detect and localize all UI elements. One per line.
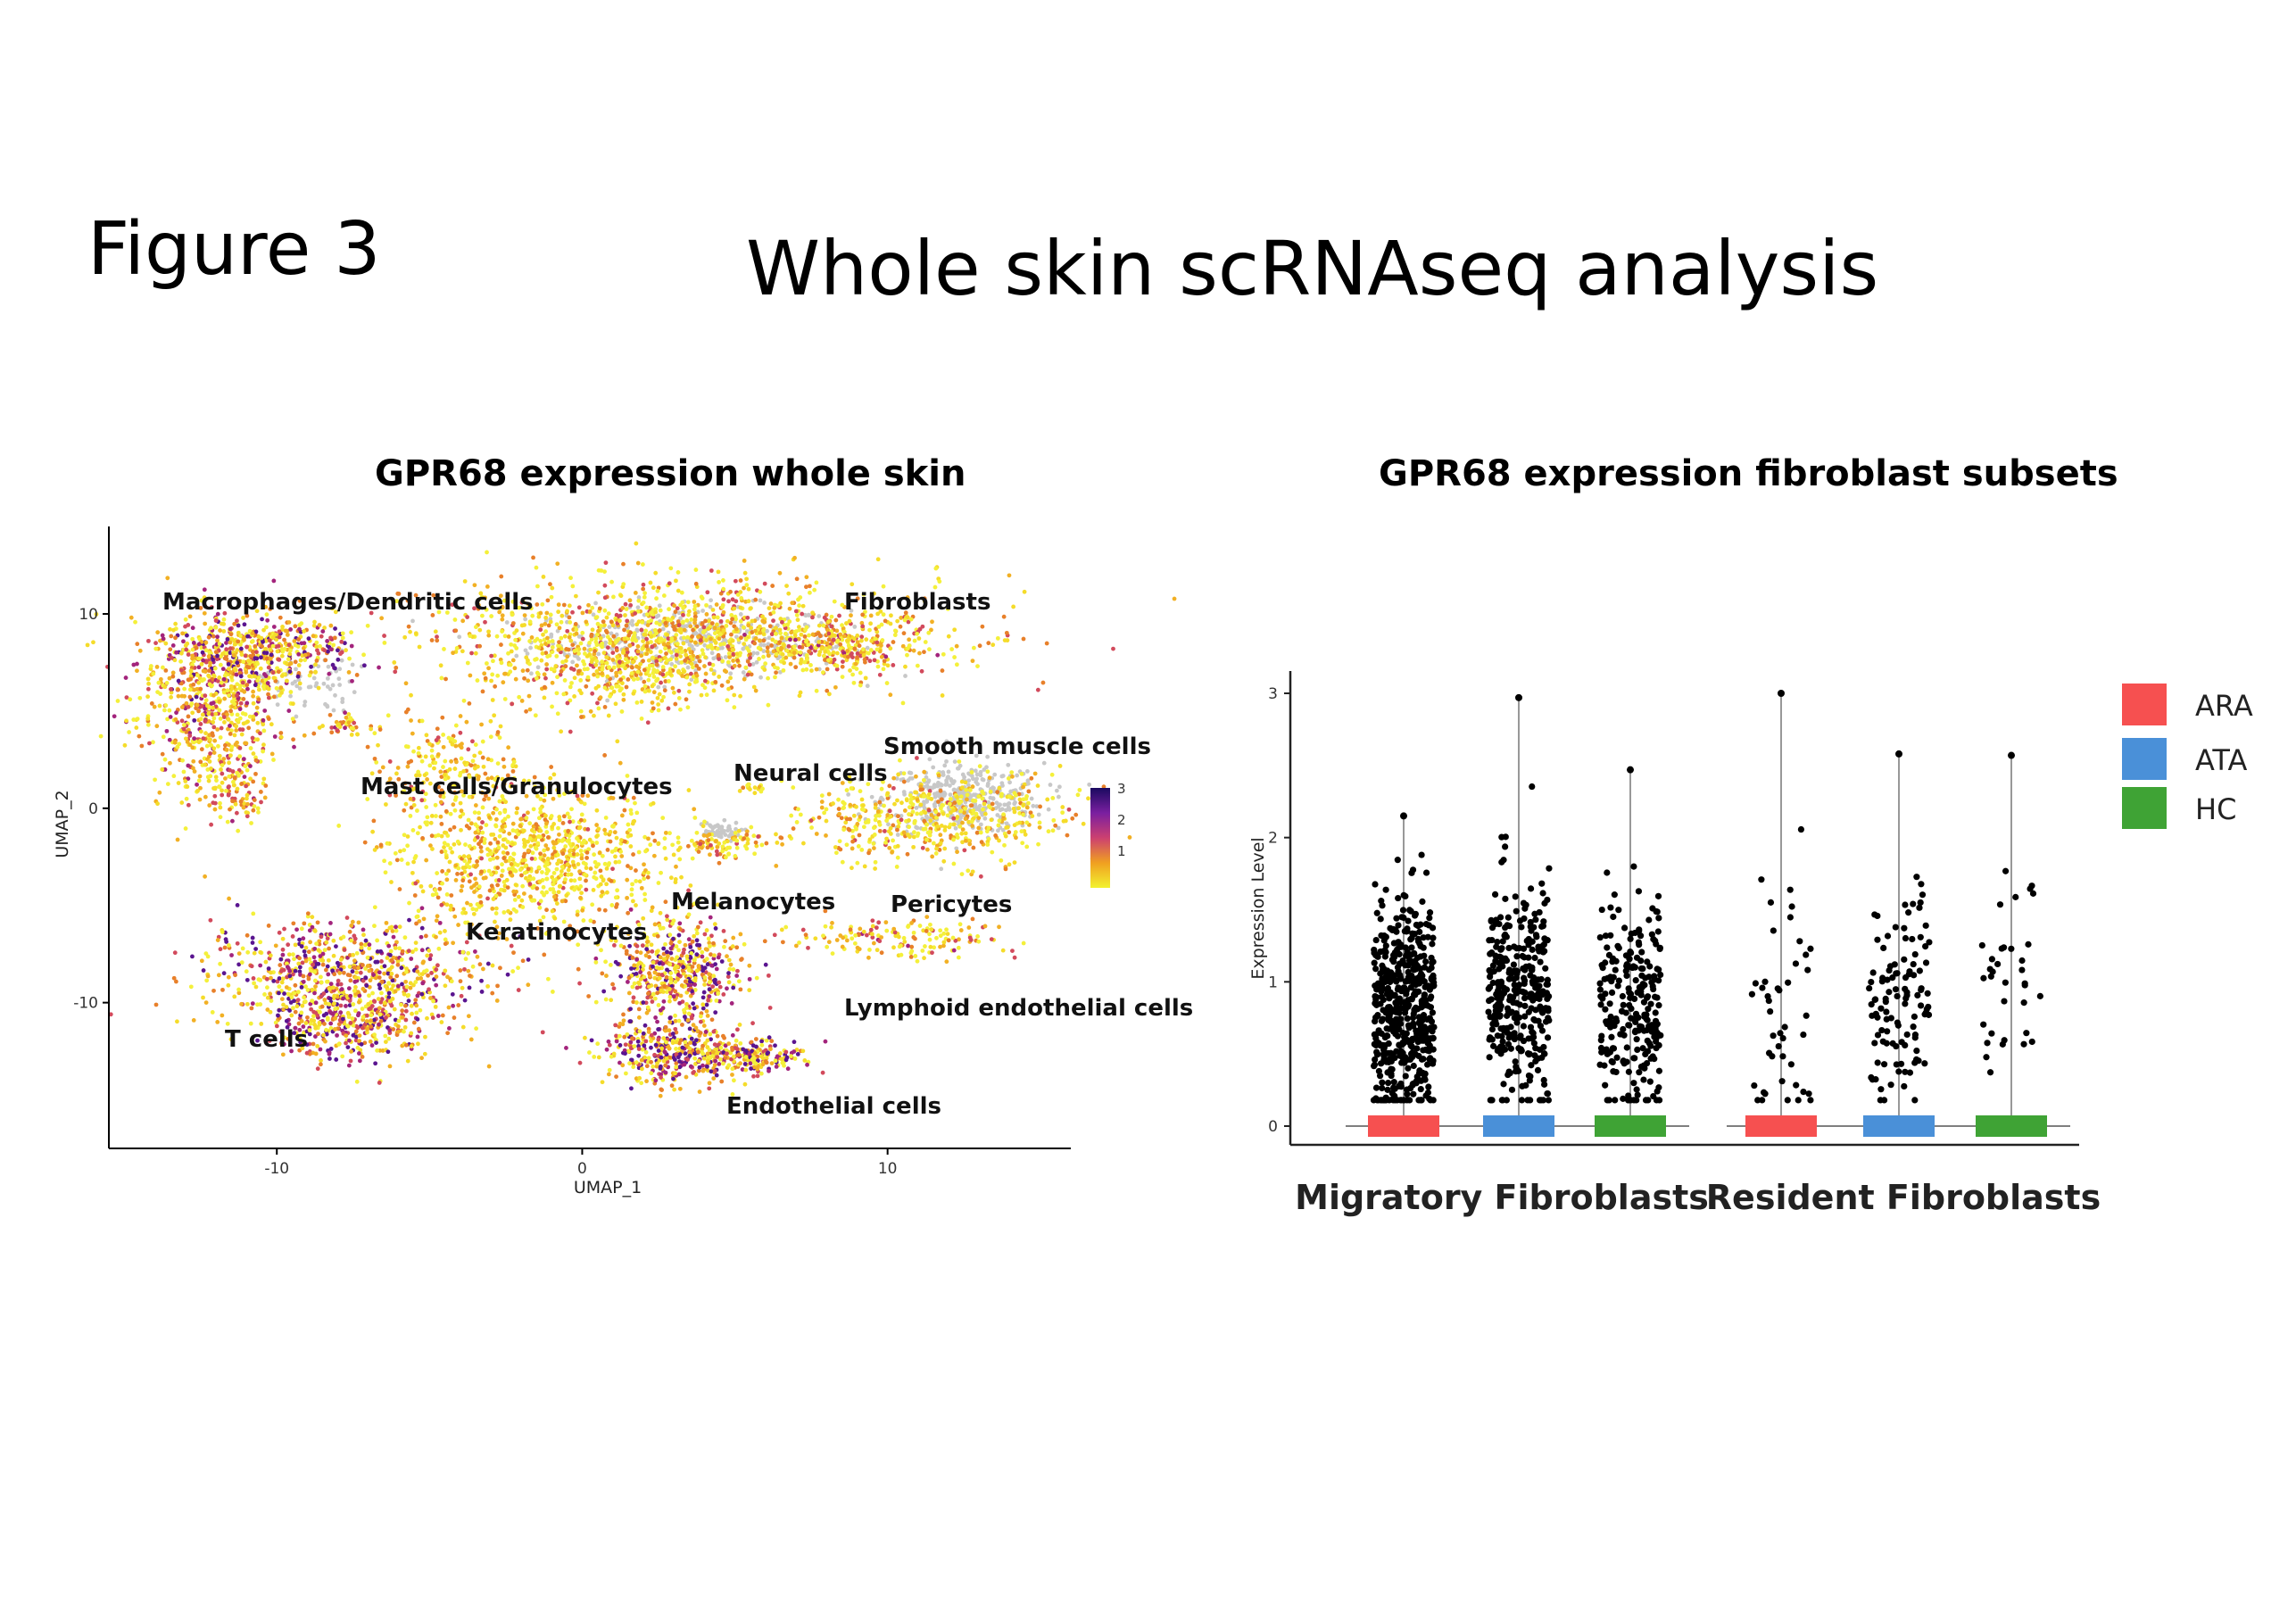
- umap-x-tick-label: 10: [878, 1160, 898, 1178]
- legend-label-ara: ARA: [2195, 689, 2253, 723]
- umap-y-tick-label: -10: [73, 995, 98, 1013]
- max-point: [1778, 690, 1785, 697]
- legend-label-ata: ATA: [2195, 743, 2247, 777]
- violin-panel-title: GPR68 expression fibroblast subsets: [1379, 453, 2118, 494]
- jitter-points-ata: [1866, 874, 1933, 1104]
- violin-plot: 0 1 2 3 Expression Level Migratory Fibroblast…: [1248, 671, 2253, 1217]
- max-point: [1400, 812, 1407, 820]
- umap-points: [85, 541, 1177, 1098]
- umap-plot: -10 0 10 10 0 -10 UMAP_1 UMAP_2 Macrophages/Dend…: [53, 526, 1193, 1197]
- colorbar: [1090, 788, 1110, 888]
- cluster-label: Melanocytes: [671, 889, 835, 916]
- jitter-points-ara: [1748, 825, 1814, 1104]
- max-point: [1895, 750, 1902, 758]
- jitter-points-ara: [1370, 851, 1438, 1104]
- cluster-label: Pericytes: [891, 891, 1012, 918]
- colorbar-tick-label: 3: [1117, 781, 1126, 797]
- max-point: [1515, 693, 1522, 701]
- box-ata: [1483, 1115, 1554, 1137]
- umap-y-tick-label: 0: [88, 800, 98, 818]
- max-point: [1627, 766, 1634, 774]
- box-ara: [1368, 1115, 1439, 1137]
- legend-label-hc: HC: [2195, 792, 2236, 826]
- box-hc: [1595, 1115, 1666, 1137]
- cluster-label: Macrophages/Dendritic cells: [162, 589, 534, 616]
- umap-x-tick-label: 0: [577, 1160, 587, 1178]
- cluster-label: Lymphoid endothelial cells: [844, 995, 1193, 1022]
- colorbar-tick-label: 1: [1117, 843, 1126, 859]
- violin-y-tick-label: 1: [1268, 974, 1278, 991]
- colorbar-tick-label: 2: [1117, 812, 1126, 828]
- box-ata: [1863, 1115, 1935, 1137]
- umap-y-axis-title: UMAP_2: [53, 790, 72, 858]
- violin-y-axis-title: Expression Level: [1248, 837, 1268, 979]
- umap-x-axis-title: UMAP_1: [574, 1178, 642, 1197]
- figure-label: Figure 3: [87, 207, 381, 292]
- violin-y-tick-label: 3: [1268, 685, 1278, 703]
- umap-y-tick-label: 10: [79, 606, 98, 624]
- figure-title: Whole skin scRNAseq analysis: [746, 225, 1879, 312]
- jitter-points-hc: [1596, 863, 1664, 1104]
- legend-swatch-hc: [2122, 787, 2167, 829]
- cluster-label: T cells: [225, 1026, 308, 1053]
- cluster-label: Keratinocytes: [466, 919, 647, 946]
- legend-swatch-ata: [2122, 738, 2167, 780]
- violin-y-tick-label: 0: [1268, 1118, 1278, 1136]
- box-ara: [1745, 1115, 1817, 1137]
- cluster-label: Smooth muscle cells: [883, 733, 1151, 760]
- group-label: Resident Fibroblasts: [1706, 1178, 2101, 1217]
- jitter-points-ata: [1485, 783, 1553, 1104]
- umap-x-tick-label: -10: [264, 1160, 289, 1178]
- group-label: Migratory Fibroblasts: [1295, 1178, 1709, 1217]
- cluster-label: Neural cells: [734, 760, 888, 787]
- cluster-label: Mast cells/Granulocytes: [361, 774, 673, 800]
- violin-y-tick-label: 2: [1268, 830, 1278, 848]
- cluster-label: Endothelial cells: [726, 1093, 941, 1120]
- legend-swatch-ara: [2122, 684, 2167, 725]
- cluster-label: Fibroblasts: [844, 589, 991, 616]
- jitter-points-hc: [1978, 867, 2043, 1076]
- box-hc: [1976, 1115, 2047, 1137]
- max-point: [2008, 751, 2015, 759]
- umap-panel-title: GPR68 expression whole skin: [375, 453, 966, 494]
